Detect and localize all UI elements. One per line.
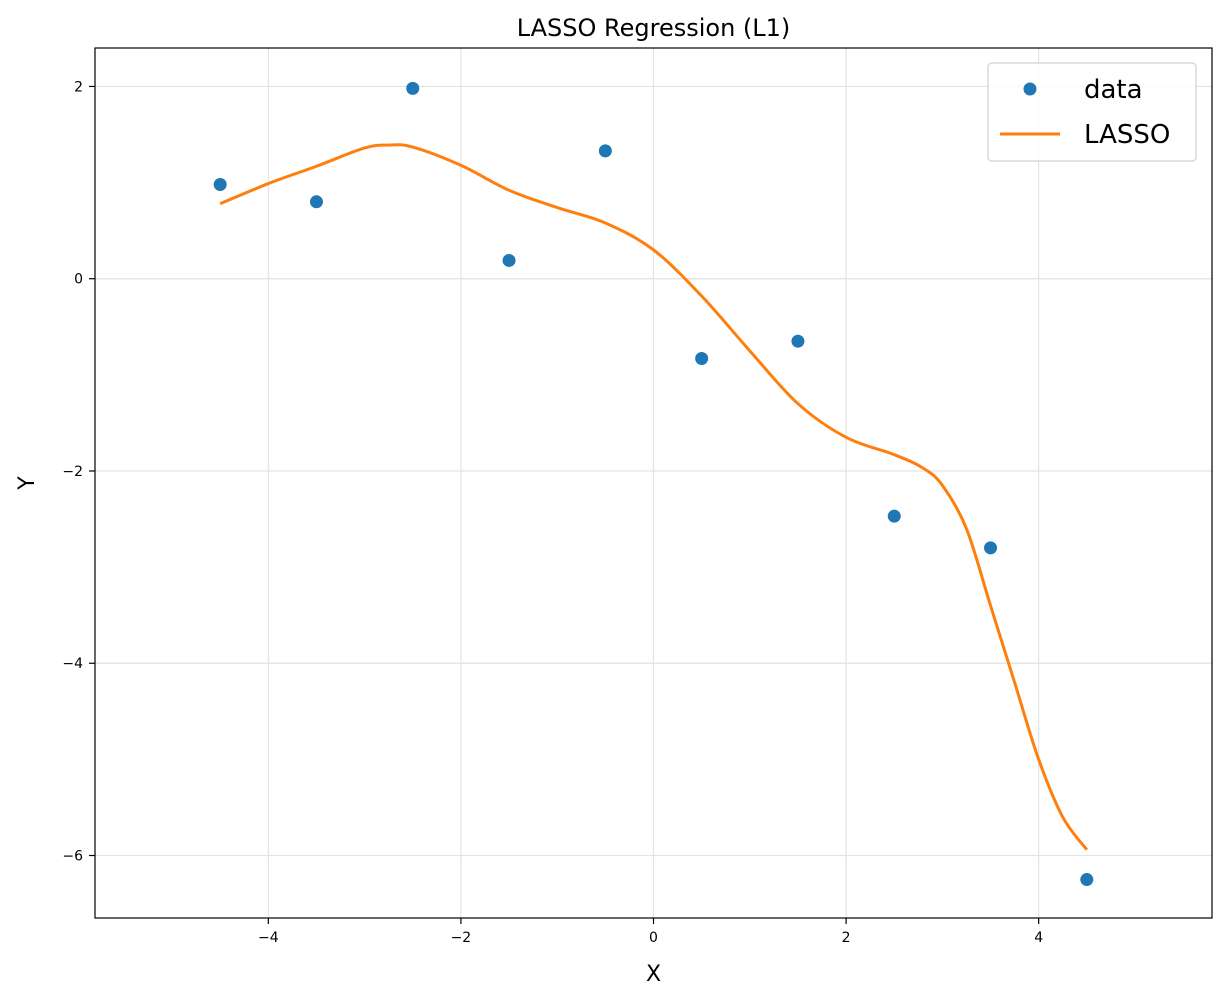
data-point xyxy=(406,81,420,95)
y-tick-label: −2 xyxy=(62,464,83,480)
axis-ticks: −4 −2 0 2 4 −6 −4 −2 0 2 xyxy=(62,79,1043,946)
x-tick-label: 2 xyxy=(842,930,851,946)
data-point xyxy=(309,195,323,209)
x-axis-title: X xyxy=(646,962,661,987)
data-point xyxy=(598,144,612,158)
data-point xyxy=(695,352,709,366)
data-point xyxy=(1080,873,1094,887)
legend-marker-data xyxy=(1023,82,1037,96)
lasso-fit-line xyxy=(219,143,1089,851)
grid xyxy=(95,48,1212,918)
y-tick-label: 2 xyxy=(74,79,83,95)
data-point xyxy=(213,178,227,192)
y-tick-label: −4 xyxy=(62,656,83,672)
data-point xyxy=(791,334,805,348)
legend-box xyxy=(987,62,1197,162)
series xyxy=(213,81,1094,887)
legend-label: LASSO xyxy=(1084,120,1170,150)
y-tick-label: −6 xyxy=(62,849,83,865)
legend-label: data xyxy=(1084,75,1143,105)
data-point xyxy=(887,509,901,523)
x-tick-label: −4 xyxy=(258,930,279,946)
data-point xyxy=(984,541,998,555)
x-tick-label: 0 xyxy=(649,930,658,946)
y-axis-title: Y xyxy=(15,476,40,491)
x-tick-label: −2 xyxy=(451,930,472,946)
data-point xyxy=(502,253,516,267)
x-tick-label: 4 xyxy=(1034,930,1043,946)
y-tick-label: 0 xyxy=(74,272,83,288)
legend: data LASSO xyxy=(987,62,1197,162)
chart-title: LASSO Regression (L1) xyxy=(517,14,791,42)
